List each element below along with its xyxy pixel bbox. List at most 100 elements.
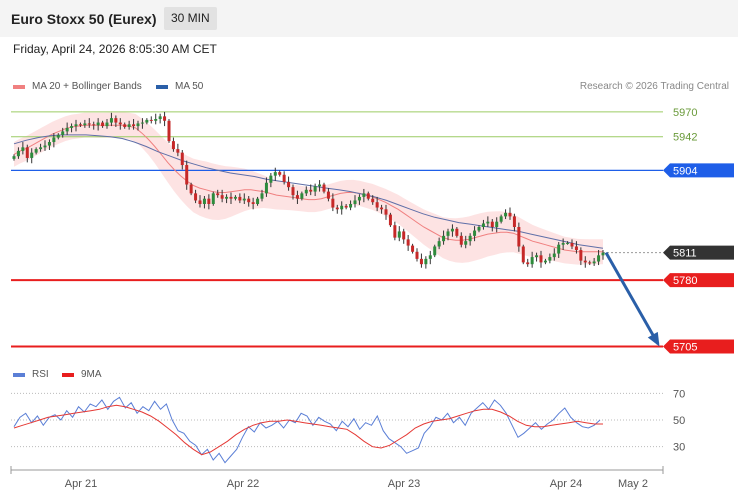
- candle-body: [12, 156, 16, 159]
- legend-rsi-ma: 9MA: [62, 369, 102, 380]
- candle-body: [216, 193, 220, 196]
- candle-body: [176, 149, 180, 153]
- candle-body: [70, 126, 74, 128]
- candle-body: [548, 257, 552, 261]
- rsi-swatch: [13, 372, 25, 377]
- candle-body: [136, 123, 140, 127]
- candle-body: [295, 195, 299, 199]
- level-tag-5705: [663, 339, 734, 354]
- candle-body: [388, 214, 392, 226]
- candle-body: [247, 198, 251, 203]
- candle-body: [464, 241, 468, 245]
- candle-body: [238, 196, 242, 201]
- x-tick-label: Apr 23: [388, 478, 420, 490]
- level-label-5942: 5942: [673, 132, 697, 144]
- candle-body: [313, 186, 317, 192]
- candle-body: [163, 116, 167, 121]
- level-tag-5811: [663, 245, 734, 260]
- level-label-5811: 5811: [673, 248, 697, 260]
- level-tag-5780: [663, 273, 734, 288]
- candle-body: [56, 134, 60, 138]
- candle-body: [202, 198, 206, 204]
- candle-body: [83, 123, 87, 126]
- candle-body: [450, 228, 454, 232]
- candle-body: [583, 260, 587, 263]
- candle-body: [87, 123, 91, 125]
- candle-body: [256, 198, 260, 204]
- candle-body: [167, 120, 171, 142]
- candle-body: [561, 242, 565, 245]
- candle-body: [273, 172, 277, 176]
- candle-body: [393, 225, 397, 238]
- candle-body: [473, 230, 477, 236]
- title-bar: Euro Stoxx 50 (Eurex) 30 MIN: [0, 0, 738, 37]
- candle-body: [25, 147, 29, 158]
- candle-body: [140, 122, 144, 124]
- candle-body: [16, 150, 20, 157]
- bollinger-band: [14, 112, 603, 265]
- candle-body: [437, 241, 441, 247]
- candle-body: [504, 212, 508, 217]
- candle-body: [335, 207, 339, 210]
- candle-body: [180, 152, 184, 166]
- candle-body: [517, 227, 521, 247]
- candle-body: [406, 239, 410, 246]
- candle-body: [566, 242, 570, 244]
- candle-body: [114, 118, 118, 123]
- candle-body: [225, 196, 229, 199]
- candle-body: [490, 221, 494, 227]
- x-tick-label: May 2: [618, 478, 648, 490]
- candle-body: [74, 124, 78, 127]
- candle-body: [30, 152, 34, 158]
- candle-body: [326, 191, 330, 199]
- candle-body: [579, 250, 583, 261]
- candle-body: [185, 165, 189, 185]
- candle-body: [380, 207, 384, 210]
- candle-body: [521, 246, 525, 263]
- candle-body: [198, 200, 202, 204]
- candle-body: [300, 193, 304, 199]
- candle-body: [508, 212, 512, 217]
- candle-body: [344, 205, 348, 208]
- candle-body: [597, 255, 601, 262]
- candle-body: [34, 149, 38, 153]
- candle-body: [419, 258, 423, 265]
- x-tick-label: Apr 22: [227, 478, 259, 490]
- interval-button[interactable]: 30 MIN: [164, 7, 217, 30]
- candle-body: [242, 198, 246, 201]
- candles: [12, 111, 605, 269]
- rsi-tick-70: 70: [673, 388, 685, 400]
- candle-body: [251, 202, 255, 204]
- candle-body: [477, 227, 481, 231]
- candle-body: [340, 205, 344, 210]
- candle-body: [362, 193, 366, 197]
- candle-body: [123, 124, 127, 127]
- rsi-ma-line: [13, 404, 603, 456]
- level-label-5904: 5904: [673, 165, 697, 177]
- candle-body: [601, 252, 605, 256]
- ma50-line: [13, 134, 604, 249]
- candle-body: [318, 184, 322, 187]
- forecast-arrow-head: [647, 331, 660, 347]
- legend-ma50: MA 50: [156, 81, 203, 92]
- candle-body: [543, 260, 547, 263]
- candle-body: [158, 116, 162, 120]
- candle-body: [127, 124, 131, 127]
- candle-body: [592, 261, 596, 264]
- candle-body: [499, 216, 503, 222]
- candle-body: [189, 184, 193, 194]
- candle-body: [220, 195, 224, 199]
- candle-body: [557, 244, 561, 254]
- candle-body: [415, 251, 419, 259]
- legend-ma20: MA 20 + Bollinger Bands: [13, 81, 142, 92]
- candle-body: [349, 203, 353, 208]
- candle-body: [331, 198, 335, 208]
- candle-body: [552, 253, 556, 258]
- candle-body: [264, 182, 268, 194]
- candle-body: [194, 193, 198, 201]
- rsi-ma-label: 9MA: [81, 369, 102, 380]
- level-label-5780: 5780: [673, 275, 697, 287]
- x-tick-label: Apr 24: [550, 478, 582, 490]
